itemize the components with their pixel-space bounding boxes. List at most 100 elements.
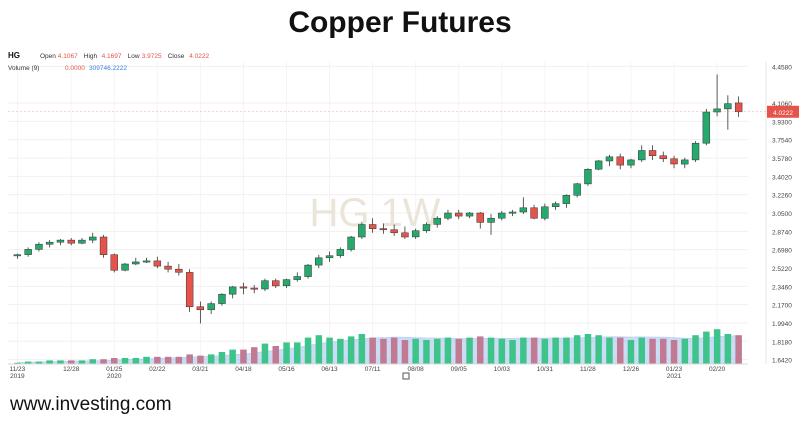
candle-body — [422, 224, 431, 231]
candle-body — [530, 207, 538, 219]
time-tick-label: 02/20 — [709, 366, 726, 373]
volume-bar — [423, 340, 430, 364]
volume-bar — [78, 360, 86, 364]
candle — [228, 285, 237, 299]
price-tick-label: 4.4580 — [772, 64, 792, 71]
candle — [132, 257, 140, 266]
volume-bar — [703, 331, 710, 364]
volume-bar — [713, 329, 721, 364]
candle-body — [519, 207, 528, 213]
time-tick-label: 04/18 — [235, 366, 252, 373]
price-tick-label: 1.8180 — [772, 339, 792, 346]
volume-bar — [735, 335, 742, 364]
ohlc-value: 4.1067 — [58, 53, 78, 60]
volume-bar — [487, 337, 495, 364]
candle — [207, 301, 215, 314]
candle — [702, 108, 711, 146]
price-tick-label: 2.3460 — [772, 284, 792, 291]
ohlc-label: Close — [168, 53, 185, 60]
candles — [13, 74, 743, 324]
candle-body — [411, 230, 420, 238]
candle-body — [627, 159, 635, 166]
candle-body — [282, 279, 291, 287]
price-tick-label: 1.6420 — [772, 358, 792, 365]
volume-bar — [143, 356, 150, 364]
price-tick-label: 3.4020 — [772, 174, 792, 181]
candle-body — [433, 217, 441, 225]
candle-body — [541, 206, 549, 219]
time-tick-label: 01/23 — [666, 366, 683, 373]
volume-bar — [380, 338, 387, 364]
volume-bar — [509, 340, 516, 364]
volume-bar — [412, 338, 419, 364]
volume-bar — [627, 340, 635, 364]
volume-bar — [477, 336, 484, 364]
time-tick-label: 12/26 — [623, 366, 640, 373]
price-tick-label: 1.9940 — [772, 321, 792, 328]
candle-body — [498, 212, 506, 219]
candle — [519, 197, 528, 214]
candle — [433, 216, 441, 228]
candle — [487, 214, 495, 235]
time-tick-label: 10/31 — [537, 366, 554, 373]
candle-body — [670, 158, 678, 165]
price-tick-label: 2.5220 — [772, 266, 792, 273]
ohlc-value: 4.0222 — [189, 53, 209, 60]
candle — [616, 153, 624, 170]
candle — [422, 222, 431, 233]
candle — [153, 256, 162, 269]
volume-bar — [261, 343, 269, 364]
price-tick-label: 2.6980 — [772, 248, 792, 255]
volume-bar — [369, 337, 376, 364]
volume-bar — [315, 335, 323, 364]
scroll-marker — [402, 372, 410, 380]
candle — [734, 96, 743, 117]
last-price-label: 4.0222 — [773, 110, 793, 117]
candle-body — [648, 150, 657, 156]
candle — [465, 212, 474, 219]
volume-bar — [154, 356, 161, 364]
last-price-tag — [767, 105, 799, 118]
candle — [45, 240, 54, 248]
candle — [325, 251, 334, 262]
volume-bar — [390, 337, 398, 364]
chart-title: Copper Futures — [288, 6, 512, 39]
candle-body — [562, 195, 571, 204]
volume-label: Volume (9) — [8, 65, 39, 72]
price-axis: 4.4580 4.1060 3.9300 3.7540 3.5780 3.4020 3.22… — [8, 62, 799, 365]
volume-bar — [692, 335, 699, 364]
candle-body — [67, 239, 75, 244]
candle — [315, 254, 323, 269]
candle — [99, 234, 108, 258]
volume-bar — [326, 337, 333, 364]
time-tick-label: 05/16 — [278, 366, 295, 373]
volume-bar — [197, 355, 204, 364]
candle — [78, 238, 86, 245]
candle-body — [228, 286, 237, 295]
candle-body — [261, 280, 269, 290]
time-tick-label: 09/05 — [451, 366, 468, 373]
candle-body — [659, 155, 667, 160]
candle-body — [325, 255, 334, 259]
candle — [724, 95, 732, 130]
volume-bar — [68, 360, 75, 364]
volume-bar — [649, 338, 656, 364]
candle — [142, 257, 151, 263]
candle-body — [347, 236, 355, 250]
candle — [336, 247, 345, 258]
candle-body — [681, 159, 689, 165]
candle-body — [110, 254, 118, 271]
volume-bar — [337, 338, 344, 364]
candle — [455, 209, 463, 220]
time-tick-year: 2021 — [667, 373, 682, 380]
volume-bar — [358, 334, 366, 364]
price-tick-label: 3.9300 — [772, 119, 792, 126]
volume-bar — [466, 337, 473, 364]
candle-body — [702, 111, 711, 144]
volume-bar — [294, 342, 301, 364]
candle — [250, 284, 258, 294]
volume-bar — [89, 359, 96, 364]
candle-body — [616, 156, 624, 166]
candle — [121, 263, 129, 272]
volume-bar — [14, 362, 21, 364]
